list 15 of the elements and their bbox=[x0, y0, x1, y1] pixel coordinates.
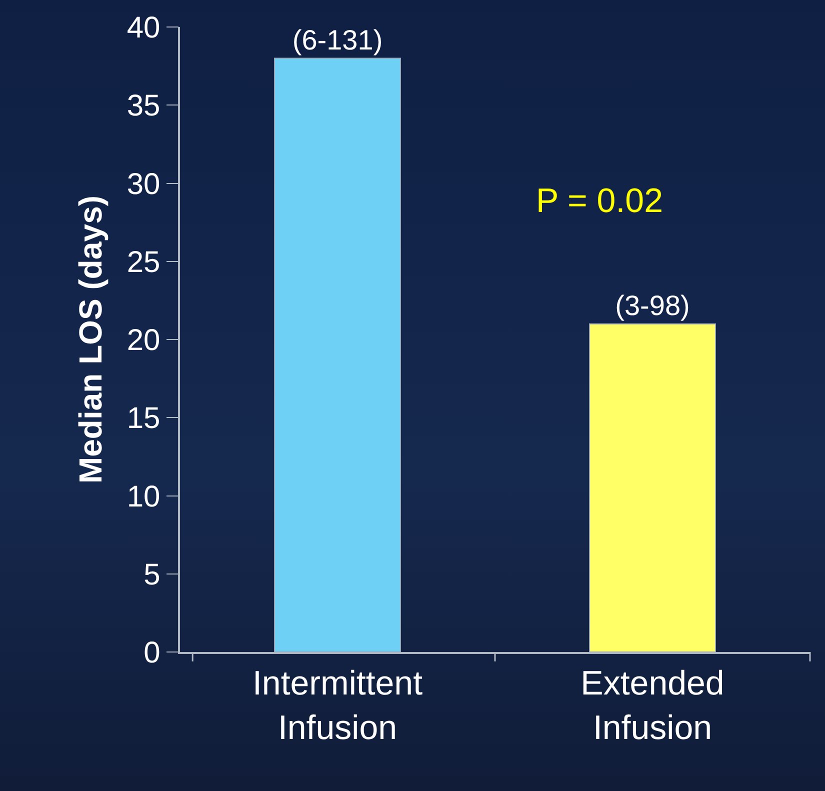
y-tick-label: 10 bbox=[126, 480, 160, 514]
y-tick-label: 15 bbox=[126, 402, 160, 436]
y-tick-label: 0 bbox=[144, 636, 160, 670]
data-label: (3-98) bbox=[615, 290, 690, 321]
y-tick-label: 25 bbox=[126, 246, 160, 279]
y-tick-label: 5 bbox=[144, 558, 160, 592]
y-tick-label: 30 bbox=[126, 168, 160, 201]
y-tick-label: 35 bbox=[126, 90, 160, 123]
x-tick-label: Intermittent Infusion bbox=[252, 664, 424, 747]
annotation: P = 0.02 bbox=[536, 182, 663, 220]
y-tick-label: 40 bbox=[126, 12, 160, 44]
x-tick-label: Extended Infusion bbox=[580, 664, 724, 747]
data-label: (6-131) bbox=[292, 24, 383, 56]
y-tick-label: 20 bbox=[126, 324, 160, 357]
y-axis-title: Median LOS (days) bbox=[72, 195, 109, 484]
